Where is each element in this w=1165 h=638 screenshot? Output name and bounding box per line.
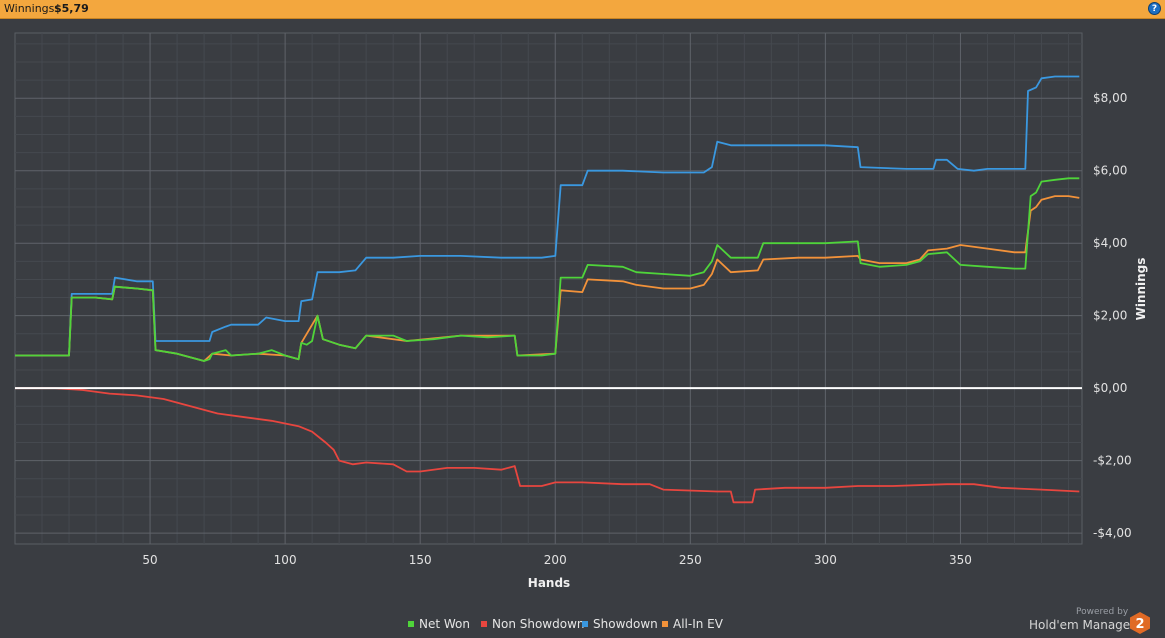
series-line-net-won: [15, 177, 1080, 362]
x-tick-label: 50: [142, 553, 157, 567]
x-tick-label: 200: [544, 553, 567, 567]
legend-item-showdown[interactable]: Showdown: [582, 617, 658, 631]
series-line-non-showdown: [15, 387, 1080, 504]
help-icon[interactable]: ?: [1148, 2, 1161, 15]
legend-swatch-showdown: [582, 620, 588, 627]
x-tick-label: 100: [274, 553, 297, 567]
brand-name: Hold'em Manager: [1029, 618, 1136, 632]
legend-item-all-in-ev[interactable]: All-In EV: [662, 617, 723, 631]
x-tick-label: 350: [949, 553, 972, 567]
y-tick-label: $6,00: [1093, 164, 1127, 178]
winnings-label: Winnings:: [4, 2, 59, 15]
y-tick-label: -$4,00: [1093, 526, 1132, 540]
x-tick-label: 150: [409, 553, 432, 567]
y-tick-label: $8,00: [1093, 91, 1127, 105]
winnings-value: $5,79: [54, 2, 89, 15]
winnings-header-bar: Winnings: $5,79 ?: [0, 0, 1165, 19]
brand-badge-text: 2: [1135, 617, 1144, 632]
legend-item-non-showdown[interactable]: Non Showdown: [481, 617, 585, 631]
y-tick-label: -$2,00: [1093, 454, 1132, 468]
series-line-showdown: [15, 75, 1080, 357]
powered-by-label: Powered by: [1076, 607, 1129, 617]
plot-area: [14, 32, 1083, 545]
hem2-logo-icon: 2: [1130, 612, 1150, 634]
x-tick-label: 250: [679, 553, 702, 567]
legend-label-all-in-ev: All-In EV: [673, 617, 723, 631]
legend-label-showdown: Showdown: [593, 617, 658, 631]
legend-label-net-won: Net Won: [419, 617, 470, 631]
y-tick-label: $2,00: [1093, 309, 1127, 323]
y-tick-label: $4,00: [1093, 236, 1127, 250]
y-tick-label: $0,00: [1093, 381, 1127, 395]
legend-item-net-won[interactable]: Net Won: [408, 617, 470, 631]
x-tick-label: 300: [814, 553, 837, 567]
legend-label-non-showdown: Non Showdown: [492, 617, 585, 631]
legend-swatch-net-won: [408, 620, 414, 627]
x-axis-title: Hands: [528, 576, 570, 590]
y-axis-title: Winnings: [1134, 258, 1148, 321]
legend-swatch-non-showdown: [481, 620, 487, 627]
legend-swatch-all-in-ev: [662, 620, 668, 627]
